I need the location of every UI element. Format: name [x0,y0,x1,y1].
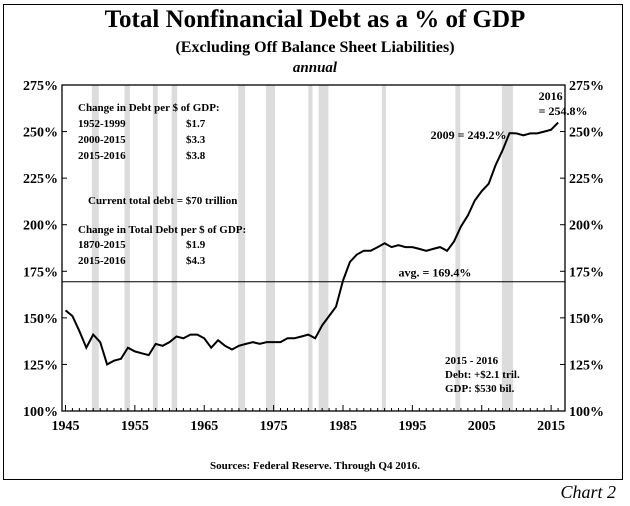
note-block1-period: 1952-1999 [78,118,126,130]
y-tick-label-right: 225% [569,172,604,187]
y-tick-label-right: 250% [569,126,604,141]
note-block2-value: $1.9 [186,239,206,251]
note-current-debt: Current total debt = $70 trillion [88,195,237,207]
plot-area-border [61,84,566,412]
y-tick-label-right: 200% [569,219,604,234]
note-block2-value: $4.3 [186,255,206,267]
source-note: Sources: Federal Reserve. Through Q4 201… [210,460,420,472]
note-block1-header: Change in Debt per $ of GDP: [78,102,220,114]
y-tick-label-left: 200% [23,219,58,234]
x-tick-label: 1945 [51,419,79,434]
x-tick-label: 1965 [190,419,218,434]
x-tick-label: 2005 [468,419,496,434]
chart-title: Total Nonfinancial Debt as a % of GDP [104,6,526,33]
average-label: avg. = 169.4% [398,266,471,280]
x-tick-label: 2015 [537,419,565,434]
y-tick-label-right: 125% [569,358,604,373]
recession-band [91,85,99,411]
y-tick-label-left: 150% [23,312,58,327]
y-tick-label-right: 175% [569,265,604,280]
y-tick-label-left: 100% [23,405,58,420]
note-block1-period: 2000-2015 [78,134,126,146]
annotation-2016-year: 2016 [539,89,563,103]
recession-band [238,85,246,411]
y-tick-label-right: 275% [569,79,604,94]
note-recent-debt: Debt: +$2.1 tril. [445,369,520,381]
y-tick-label-left: 125% [23,358,58,373]
note-block2-period: 1870-2015 [78,239,126,251]
recession-band [152,85,158,411]
note-recent-period: 2015 - 2016 [445,355,499,367]
note-block2-period: 2015-2016 [78,255,126,267]
note-recent-gdp: GDP: $530 bil. [445,383,515,395]
note-block1-value: $1.7 [186,118,206,130]
x-tick-label: 1955 [121,419,149,434]
chart-subtitle: (Excluding Off Balance Sheet Liabilities… [175,39,455,56]
x-tick-label: 1975 [260,419,288,434]
note-block1-value: $3.3 [186,134,206,146]
y-tick-label-left: 175% [23,265,58,280]
recession-band [455,85,461,411]
note-block1-value: $3.8 [186,150,206,162]
y-tick-label-right: 100% [569,405,604,420]
y-tick-label-left: 225% [23,172,58,187]
chart-number-label: Chart 2 [560,482,616,502]
recession-band [265,85,275,411]
debt-series-line [64,121,559,366]
recession-band [381,85,387,411]
note-block2-header: Change in Total Debt per $ of GDP: [78,224,246,236]
x-tick-label: 1985 [329,419,357,434]
annotation-2016-value: = 254.8% [539,104,588,118]
note-block1-period: 2015-2016 [78,150,126,162]
recession-band [318,85,329,411]
recession-band [124,85,130,411]
x-tick-label: 1995 [398,419,426,434]
recession-band [171,85,178,411]
recession-band [308,85,313,411]
y-tick-label-right: 150% [569,312,604,327]
y-tick-label-left: 250% [23,126,58,141]
recession-band [501,85,513,411]
chart-frame [3,4,623,480]
annotation-2009: 2009 = 249.2% [431,128,507,142]
y-tick-label-left: 275% [23,79,58,94]
frequency-note: annual [292,60,338,76]
